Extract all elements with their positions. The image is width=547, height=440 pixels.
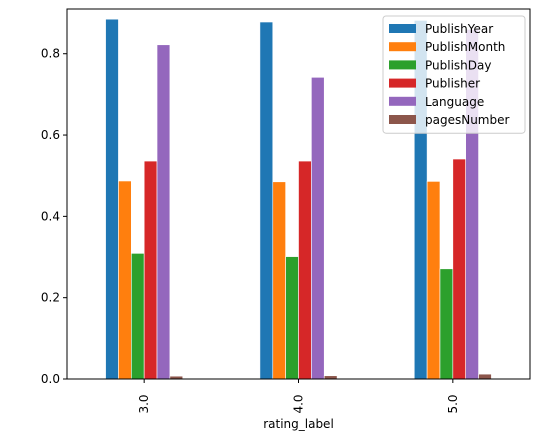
bar-PublishDay-4.0 <box>285 256 299 380</box>
bar-pagesNumber-5.0 <box>478 373 492 380</box>
bar-Publisher-3.0 <box>143 160 158 380</box>
y-tick-label: 0.2 <box>41 291 60 305</box>
bars-group <box>105 18 492 380</box>
legend-label: Language <box>425 95 484 109</box>
bar-PublishMonth-4.0 <box>272 181 286 380</box>
legend-label: Publisher <box>425 77 480 91</box>
bar-PublishMonth-3.0 <box>118 180 132 380</box>
y-tick-label: 0.4 <box>41 209 60 223</box>
y-tick-label: 0.8 <box>41 47 60 61</box>
y-tick-label: 0.0 <box>41 372 60 386</box>
legend-swatch <box>389 96 416 106</box>
legend-label: pagesNumber <box>425 113 509 127</box>
bar-PublishDay-3.0 <box>131 253 145 380</box>
bar-PublishDay-5.0 <box>439 268 454 380</box>
x-tick-label: 5.0 <box>446 394 460 413</box>
legend-label: PublishMonth <box>425 40 505 54</box>
bar-PublishYear-3.0 <box>105 18 119 380</box>
bar-Publisher-4.0 <box>298 160 312 380</box>
bar-Language-3.0 <box>156 44 171 380</box>
x-tick-label: 3.0 <box>137 394 151 413</box>
legend-swatch <box>389 115 416 124</box>
x-axis-label: rating_label <box>263 417 334 431</box>
legend-swatch <box>389 60 416 70</box>
bar-PublishMonth-5.0 <box>426 181 441 380</box>
x-axis: 3.0 4.0 5.0 <box>137 379 460 414</box>
legend-swatch <box>389 78 416 88</box>
bar-Language-4.0 <box>311 77 325 380</box>
legend-box <box>382 15 526 134</box>
legend-label: PublishDay <box>425 58 491 72</box>
y-axis: 0.0 0.2 0.4 0.6 0.8 <box>41 47 67 386</box>
legend-label: PublishYear <box>425 22 493 36</box>
legend: PublishYear PublishMonth PublishDay Publish… <box>382 15 526 134</box>
x-tick-label: 4.0 <box>292 394 306 413</box>
y-tick-label: 0.6 <box>41 128 60 142</box>
legend-swatch <box>389 42 416 52</box>
legend-swatch <box>389 24 416 33</box>
bar-Publisher-5.0 <box>452 158 466 380</box>
bar-PublishYear-4.0 <box>259 21 274 380</box>
